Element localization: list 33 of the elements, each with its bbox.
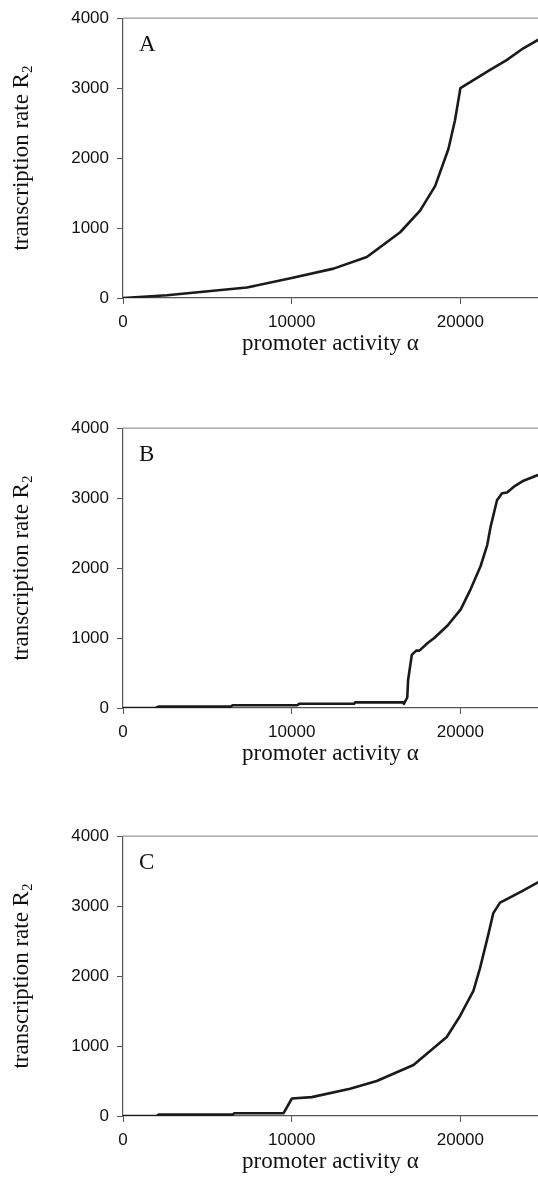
y-tick-label: 3000 bbox=[71, 895, 109, 915]
y-tick-label: 4000 bbox=[71, 7, 109, 27]
x-tick-label: 20000 bbox=[436, 1129, 485, 1149]
x-tick-label: 10000 bbox=[268, 1129, 316, 1149]
annotation: C bbox=[139, 849, 155, 875]
y-tick-label: 0 bbox=[99, 1105, 109, 1125]
y-tick-label: 2000 bbox=[71, 147, 109, 167]
y-axis-title: transcription rate R2 bbox=[8, 883, 35, 1069]
x-tick-label: 0 bbox=[118, 721, 128, 741]
y-tick-label: 2000 bbox=[71, 557, 109, 577]
x-tick-label: 0 bbox=[118, 311, 128, 331]
y-tick-label: 4000 bbox=[71, 825, 109, 845]
x-tick-label: 10000 bbox=[268, 721, 316, 741]
y-tick-label: 1000 bbox=[71, 217, 109, 237]
y-tick-label: 3000 bbox=[71, 487, 109, 507]
annotation: A bbox=[139, 31, 156, 57]
annotation: B bbox=[139, 441, 155, 467]
x-tick-label: 0 bbox=[118, 1129, 128, 1149]
x-tick-label: 10000 bbox=[268, 311, 316, 331]
x-tick-label: 20000 bbox=[436, 311, 485, 331]
y-tick-label: 0 bbox=[99, 697, 109, 717]
y-tick-label: 1000 bbox=[71, 627, 109, 647]
y-tick-label: 3000 bbox=[71, 77, 109, 97]
y-tick-label: 2000 bbox=[71, 965, 109, 985]
y-axis-title: transcription rate R2 bbox=[8, 475, 35, 661]
x-axis-title: promoter activity α bbox=[242, 330, 419, 356]
x-tick-label: 20000 bbox=[436, 721, 485, 741]
x-axis-title: promoter activity α bbox=[242, 740, 419, 766]
y-tick-label: 4000 bbox=[71, 417, 109, 437]
y-tick-label: 1000 bbox=[71, 1035, 109, 1055]
x-axis-title: promoter activity α bbox=[242, 1148, 419, 1174]
y-axis-title: transcription rate R2 bbox=[8, 65, 35, 251]
y-tick-label: 0 bbox=[99, 287, 109, 307]
